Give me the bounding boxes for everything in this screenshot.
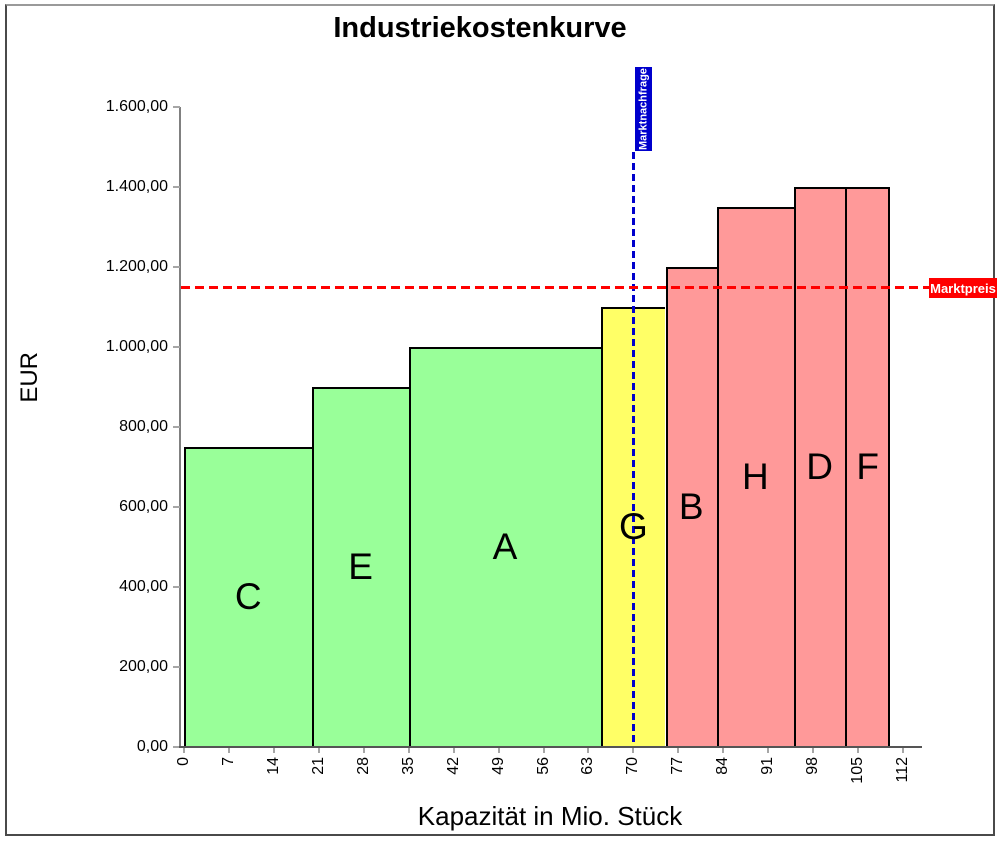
x-tick-label-42: 42 — [444, 757, 462, 775]
x-tick-35 — [407, 748, 410, 753]
x-tick-label-21: 21 — [309, 757, 327, 775]
x-tick-label-70: 70 — [624, 757, 642, 775]
x-tick-0 — [183, 748, 185, 753]
y-tick-800 — [173, 426, 180, 428]
x-tick-label-0: 0 — [175, 757, 192, 766]
y-tick-label-1400: 1.400,00 — [105, 178, 168, 195]
x-tick-42 — [452, 748, 455, 753]
marktpreis-line — [181, 285, 929, 289]
y-tick-label-400: 400,00 — [119, 578, 168, 595]
x-tick-105 — [857, 748, 860, 753]
x-tick-7 — [227, 748, 230, 753]
y-tick-1400 — [173, 186, 180, 188]
x-tick-label-35: 35 — [399, 757, 417, 775]
x-tick-49 — [497, 748, 500, 753]
y-tick-200 — [173, 666, 180, 668]
y-tick-label-0: 0,00 — [136, 738, 168, 755]
bar-label-a: A — [492, 526, 518, 567]
bar-e — [312, 387, 409, 747]
x-tick-label-84: 84 — [714, 757, 732, 775]
x-axis-line — [179, 746, 922, 748]
bar-label-h: H — [742, 456, 769, 497]
chart-frame — [5, 4, 995, 836]
x-tick-label-91: 91 — [759, 757, 777, 775]
x-tick-label-98: 98 — [804, 757, 822, 775]
x-tick-label-28: 28 — [354, 757, 372, 775]
bar-label-b: B — [678, 486, 704, 527]
y-tick-label-800: 800,00 — [119, 418, 168, 435]
y-tick-label-600: 600,00 — [119, 498, 168, 515]
x-tick-14 — [272, 748, 275, 753]
marktnachfrage-line — [631, 152, 635, 747]
x-tick-label-112: 112 — [894, 757, 912, 783]
x-tick-56 — [542, 748, 545, 753]
x-tick-label-63: 63 — [579, 757, 597, 775]
y-tick-label-1600: 1.600,00 — [105, 98, 168, 115]
y-tick-0 — [173, 746, 180, 748]
marktpreis-label: Marktpreis — [929, 278, 997, 298]
x-tick-84 — [722, 748, 725, 753]
y-tick-label-1200: 1.200,00 — [105, 258, 168, 275]
x-tick-label-77: 77 — [669, 757, 687, 775]
bar-label-e: E — [348, 546, 373, 587]
bar-h — [716, 207, 794, 747]
x-tick-70 — [632, 748, 635, 753]
x-tick-112 — [902, 748, 905, 753]
x-tick-21 — [317, 748, 320, 753]
bar-c — [184, 447, 313, 747]
x-tick-label-14: 14 — [264, 757, 282, 775]
y-tick-600 — [173, 506, 180, 508]
x-tick-28 — [362, 748, 365, 753]
x-tick-98 — [812, 748, 815, 753]
x-tick-91 — [767, 748, 770, 753]
y-tick-label-1000: 1.000,00 — [105, 338, 168, 355]
y-tick-1000 — [173, 346, 180, 348]
x-tick-label-56: 56 — [534, 757, 552, 775]
bar-a — [408, 347, 602, 747]
bar-label-d: D — [806, 446, 833, 487]
y-tick-label-200: 200,00 — [119, 658, 168, 675]
bar-f — [845, 187, 891, 747]
x-tick-77 — [677, 748, 680, 753]
bar-b — [665, 267, 717, 747]
marktnachfrage-label: Marktnachfrage — [635, 67, 653, 151]
x-axis-title: Kapazität in Mio. Stück — [417, 801, 683, 831]
bar-label-c: C — [234, 576, 262, 617]
y-tick-1200 — [173, 266, 180, 268]
y-axis-line — [179, 107, 181, 747]
x-tick-63 — [587, 748, 590, 753]
x-tick-label-49: 49 — [489, 757, 507, 775]
x-tick-label-105: 105 — [849, 757, 867, 784]
bar-label-g: G — [619, 506, 648, 547]
bar-label-f: F — [856, 446, 880, 487]
bar-d — [793, 187, 846, 747]
y-tick-1600 — [173, 106, 180, 108]
x-tick-label-7: 7 — [219, 757, 237, 766]
chart-title: Industriekostenkurve — [333, 12, 627, 44]
y-tick-400 — [173, 586, 180, 588]
